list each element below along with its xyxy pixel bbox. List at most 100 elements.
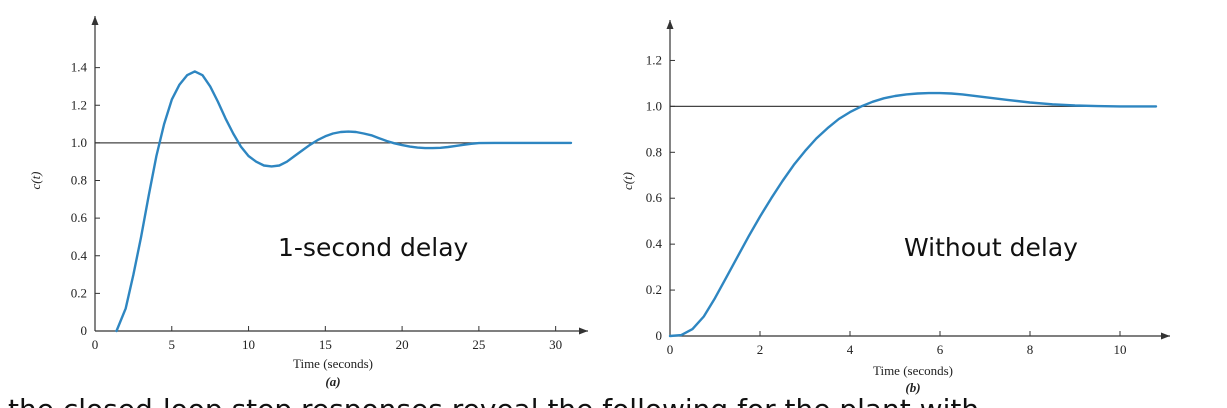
y-tick-label: 0 <box>656 328 663 343</box>
data-point <box>680 334 683 336</box>
caption-strip: the closed-loop step responses reveal th… <box>0 392 1227 408</box>
x-tick-label: 5 <box>169 337 176 352</box>
data-point <box>201 74 204 76</box>
data-point <box>409 145 411 148</box>
data-point <box>186 74 188 76</box>
data-point <box>217 100 219 103</box>
data-point <box>860 105 863 108</box>
data-point <box>255 160 257 163</box>
y-tick-label: 1.2 <box>646 52 662 67</box>
data-point <box>804 150 806 152</box>
data-point <box>194 70 196 73</box>
data-point <box>309 144 311 146</box>
data-point <box>347 130 350 133</box>
chart-panel-b: 0 2 4 6 8 10 0 0.2 0.4 0.6 0.8 1.0 1.2 Time (second… <box>620 20 1170 395</box>
data-point <box>1006 99 1009 101</box>
data-point <box>1141 105 1144 108</box>
data-point <box>140 236 142 238</box>
data-point <box>240 145 242 148</box>
data-point <box>263 164 265 167</box>
x-tick-label: 20 <box>396 337 409 352</box>
data-point <box>393 142 396 145</box>
data-point <box>171 98 173 101</box>
x-tick-label: 0 <box>92 337 99 352</box>
y-tick-label: 0.2 <box>71 285 87 300</box>
x-ticks-a: 0 5 10 15 20 25 30 <box>92 326 562 352</box>
step-response-curve <box>115 70 573 333</box>
data-point <box>973 95 975 97</box>
y-tick-label: 1.4 <box>71 60 88 75</box>
x-tick-label: 25 <box>472 337 485 352</box>
data-point <box>132 273 135 276</box>
data-point <box>950 92 953 95</box>
data-point <box>916 92 919 95</box>
data-point <box>508 142 511 144</box>
data-point <box>554 142 557 144</box>
y-axis-label-a: c(t) <box>28 171 43 189</box>
axes-a <box>91 16 588 335</box>
data-point <box>115 330 118 332</box>
data-point <box>1155 105 1157 108</box>
data-point <box>493 142 496 144</box>
y-tick-label: 0.8 <box>646 144 662 159</box>
data-point <box>224 117 227 120</box>
data-point <box>324 135 327 138</box>
data-point <box>270 165 273 168</box>
data-point <box>815 137 818 140</box>
data-point <box>1074 104 1076 107</box>
data-point <box>781 180 784 182</box>
data-point <box>432 147 434 149</box>
data-point <box>355 131 357 133</box>
data-point <box>424 147 426 149</box>
data-point <box>286 160 288 163</box>
y-tick-label: 0.6 <box>71 210 88 225</box>
data-point <box>714 297 716 299</box>
x-tick-label: 15 <box>319 337 332 352</box>
y-tick-label: 0.4 <box>646 236 663 251</box>
data-point <box>293 155 296 157</box>
data-point <box>416 146 419 149</box>
data-point <box>961 93 964 96</box>
data-point <box>316 139 319 141</box>
x-tick-label: 0 <box>667 342 674 357</box>
data-point <box>849 111 851 113</box>
data-point <box>826 127 829 129</box>
series-layer-a <box>115 70 573 333</box>
chart-panel-a: 0 5 10 15 20 25 30 0 0.2 0.4 0.6 0.8 1.0 1.2 1.4 Time… <box>28 16 588 389</box>
data-point <box>455 145 457 147</box>
y-tick-label: 1.2 <box>71 97 87 112</box>
data-point <box>748 235 750 237</box>
data-point <box>378 137 380 139</box>
data-point <box>1051 103 1054 106</box>
y-tick-label: 1.0 <box>646 98 662 113</box>
x-tick-label: 6 <box>937 342 944 357</box>
data-point <box>984 96 986 98</box>
data-point <box>1096 105 1099 107</box>
data-point <box>1119 105 1121 108</box>
data-point <box>478 142 480 144</box>
panel-sublabel-a: (a) <box>325 374 340 389</box>
x-tick-label: 10 <box>1114 342 1127 357</box>
data-point <box>793 164 795 166</box>
data-point <box>770 197 773 199</box>
y-tick-label: 0.2 <box>646 282 662 297</box>
data-point <box>209 85 211 88</box>
y-axis-arrow-icon <box>666 20 674 29</box>
x-tick-label: 30 <box>549 337 562 352</box>
step-response-curve <box>668 91 1158 338</box>
x-ticks-b: 0 2 4 6 8 10 <box>667 331 1127 357</box>
data-point <box>1029 101 1031 104</box>
panel-sublabel-b: (b) <box>905 380 920 395</box>
y-ticks-b: 0 0.2 0.4 0.6 0.8 1.0 1.2 <box>646 52 675 343</box>
data-point <box>736 255 739 258</box>
data-point <box>278 164 281 167</box>
data-point <box>362 132 365 135</box>
data-point <box>401 144 403 146</box>
x-tick-label: 10 <box>242 337 255 352</box>
data-point <box>462 144 465 146</box>
data-point <box>370 134 373 137</box>
data-point <box>905 93 908 96</box>
data-point <box>524 142 526 144</box>
data-point <box>883 97 885 100</box>
data-point <box>894 95 896 97</box>
